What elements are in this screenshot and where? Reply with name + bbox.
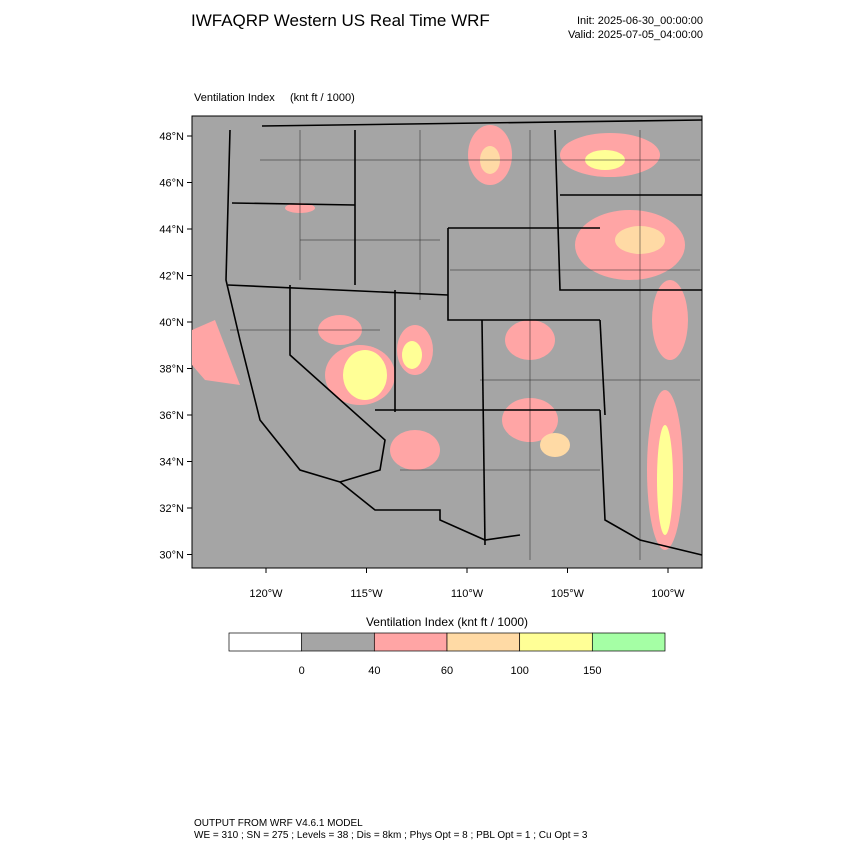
colorbar-title: Ventilation Index (knt ft / 1000) <box>366 615 528 629</box>
lon-labels: 120°W 115°W 110°W 105°W 100°W <box>249 568 685 600</box>
lat-label: 46°N <box>159 178 184 190</box>
colorbar-label: 150 <box>583 665 601 677</box>
lon-label: 110°W <box>451 588 484 600</box>
lon-label: 115°W <box>350 588 383 600</box>
lat-label: 42°N <box>159 271 184 283</box>
field-name: Ventilation Index <box>194 92 275 104</box>
colorbar-bin <box>373 632 448 652</box>
colorbar-label: 40 <box>368 665 380 677</box>
lat-label: 32°N <box>159 503 184 515</box>
colorbar-bin <box>446 632 521 652</box>
colorbar-label: 100 <box>510 665 528 677</box>
init-time: Init: 2025-06-30_00:00:00 <box>577 15 703 27</box>
lat-label: 44°N <box>159 224 184 236</box>
valid-time: Valid: 2025-07-05_04:00:00 <box>568 29 703 41</box>
lon-label: 120°W <box>249 588 283 600</box>
lat-label: 30°N <box>159 550 184 562</box>
boundaries <box>225 119 703 560</box>
colorbar-bin <box>519 632 593 652</box>
field-units: (knt ft / 1000) <box>290 92 355 104</box>
lat-label: 40°N <box>159 317 184 329</box>
data-patches <box>192 125 688 550</box>
colorbar: 0 40 60 100 150 <box>228 632 666 677</box>
colorbar-bin <box>228 632 303 652</box>
lat-label: 36°N <box>159 410 184 422</box>
lat-labels: 48°N 46°N 44°N 42°N 40°N 38°N 36°N 34°N 32°N 30°N <box>159 131 192 562</box>
lat-label: 38°N <box>159 364 184 376</box>
footer-model: OUTPUT FROM WRF V4.6.1 MODEL <box>194 818 363 829</box>
footer-details: WE = 310 ; SN = 275 ; Levels = 38 ; Dis … <box>194 830 588 841</box>
lat-label: 48°N <box>159 131 184 143</box>
map <box>191 115 703 569</box>
lon-label: 105°W <box>551 588 585 600</box>
colorbar-label: 60 <box>441 665 453 677</box>
colorbar-label: 0 <box>299 665 305 677</box>
lon-label: 100°W <box>651 588 685 600</box>
colorbar-bin <box>591 632 666 652</box>
lat-label: 34°N <box>159 457 184 469</box>
title: IWFAQRP Western US Real Time WRF <box>191 11 490 30</box>
colorbar-bin <box>301 632 375 652</box>
